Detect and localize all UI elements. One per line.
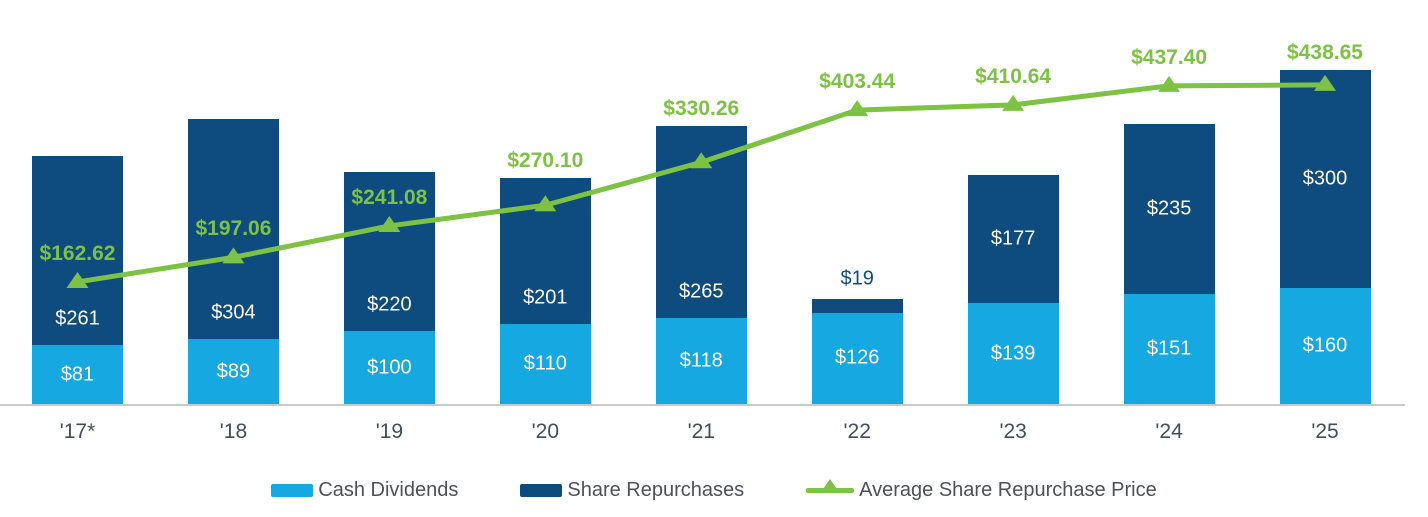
cash-dividends-value-label: $160 [1302, 334, 1348, 357]
share-repurchases-swatch-icon [520, 484, 563, 497]
legend-label-cash-dividends: Cash Dividends [318, 479, 459, 501]
avg-price-value-label: $330.26 [663, 96, 740, 120]
x-axis-label: '18 [219, 420, 248, 443]
cash-dividends-value-label: $110 [523, 352, 567, 375]
cash-dividends-value-label: $118 [679, 349, 723, 372]
share-repurchases-value-label: $19 [840, 267, 874, 290]
cash-dividends-swatch-icon [271, 484, 314, 497]
share-repurchases-value-label: $220 [367, 293, 412, 316]
avg-price-value-label: $162.62 [39, 241, 116, 265]
triangle-marker-icon [846, 100, 869, 117]
triangle-marker-icon [1158, 75, 1181, 92]
bar-segment-cash-dividends [1279, 287, 1371, 404]
share-repurchases-value-label: $261 [55, 307, 100, 330]
x-axis-label: '17* [59, 420, 96, 443]
legend-item-share-repurchases: Share Repurchases [520, 479, 744, 502]
x-axis-label: '24 [1155, 420, 1183, 443]
legend-label-avg-price: Average Share Repurchase Price [859, 479, 1157, 501]
x-axis-label: '22 [843, 420, 871, 443]
bar-segment-share-repurchases [811, 298, 903, 313]
x-axis-label: '19 [375, 420, 404, 443]
x-axis-label: '25 [1311, 420, 1339, 443]
plot-area: $81 $261 '17* $89 $304 '18 $100 $220 '19 $110 $201… [0, 41, 1405, 443]
bar-segment-cash-dividends [811, 312, 903, 404]
cash-dividends-value-label: $89 [216, 360, 251, 383]
share-repurchases-value-label: $235 [1146, 197, 1192, 220]
bar-segment-cash-dividends [343, 331, 435, 404]
bar-segment-cash-dividends [655, 318, 747, 404]
avg-price-value-label: $403.44 [819, 70, 896, 94]
cash-dividends-value-label: $126 [834, 346, 880, 369]
x-axis-label: '23 [999, 420, 1027, 443]
x-axis-label: '20 [531, 420, 559, 443]
avg-price-value-label: $437.40 [1131, 45, 1208, 69]
bar-segment-cash-dividends [1123, 294, 1215, 404]
share-repurchases-value-label: $177 [990, 227, 1036, 250]
legend-item-cash-dividends: Cash Dividends [271, 479, 458, 502]
avg-price-line-swatch-icon [806, 479, 855, 493]
x-axis-label: '21 [687, 420, 715, 443]
share-repurchases-value-label: $304 [211, 301, 256, 324]
cash-dividends-value-label: $139 [990, 342, 1036, 365]
triangle-marker-icon [1002, 94, 1025, 111]
avg-price-value-label: $410.64 [975, 64, 1052, 88]
avg-price-value-label: $197.06 [195, 217, 272, 241]
avg-price-value-label: $241.08 [351, 185, 428, 209]
bar-segment-cash-dividends [32, 345, 123, 404]
share-repurchases-value-label: $265 [679, 280, 724, 303]
avg-price-value-label: $438.65 [1287, 41, 1363, 65]
cash-dividends-value-label: $151 [1146, 337, 1192, 360]
cash-dividends-value-label: $100 [367, 356, 412, 379]
triangle-marker-icon [821, 479, 840, 492]
legend: Cash Dividends Share Repurchases Average… [0, 479, 1428, 502]
share-repurchases-value-label: $300 [1302, 167, 1348, 190]
cash-dividends-value-label: $81 [60, 363, 95, 386]
avg-price-value-label: $270.10 [507, 149, 584, 173]
legend-item-avg-price: Average Share Repurchase Price [806, 479, 1157, 502]
bar-segment-cash-dividends [967, 303, 1059, 404]
legend-label-share-repurchases: Share Repurchases [567, 479, 745, 501]
x-axis-line [0, 404, 1405, 406]
share-repurchases-value-label: $201 [523, 286, 568, 309]
bar-segment-cash-dividends [499, 324, 591, 404]
bar-segment-cash-dividends [187, 339, 279, 404]
